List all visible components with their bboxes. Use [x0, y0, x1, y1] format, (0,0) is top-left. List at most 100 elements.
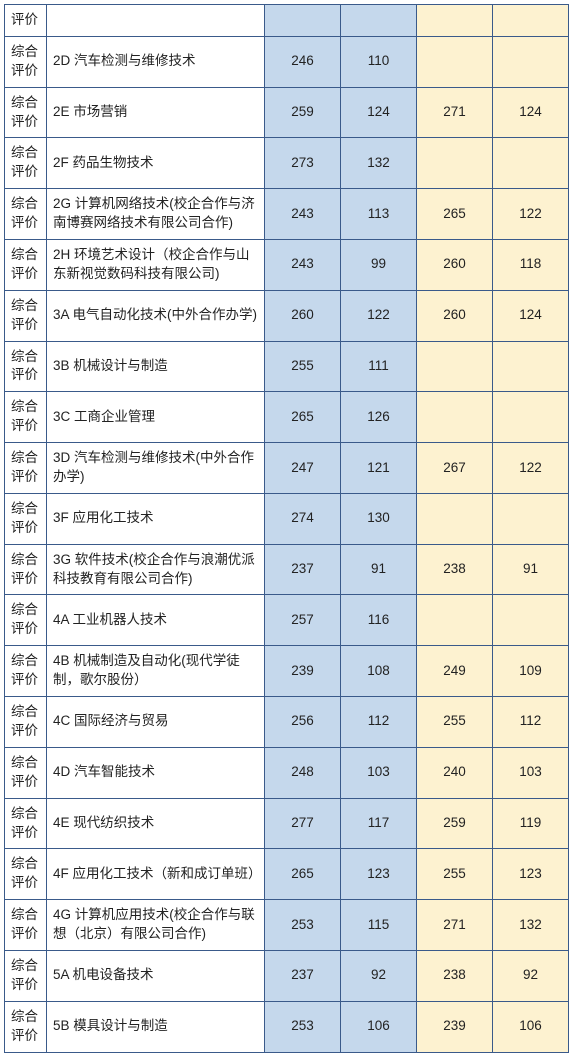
- cell-y2: [493, 36, 569, 87]
- cell-y1: 271: [417, 87, 493, 138]
- cell-b2: 108: [341, 646, 417, 697]
- cell-y1: 267: [417, 443, 493, 494]
- header-cell-b2: [341, 5, 417, 37]
- cell-category: 综合评价: [5, 595, 47, 646]
- cell-b2: 132: [341, 138, 417, 189]
- table-row: 综合评价4D 汽车智能技术248103240103: [5, 747, 569, 798]
- cell-category: 综合评价: [5, 341, 47, 392]
- cell-y1: [417, 595, 493, 646]
- cell-b2: 116: [341, 595, 417, 646]
- cell-y1: 259: [417, 798, 493, 849]
- cell-y2: [493, 595, 569, 646]
- cell-b1: 255: [265, 341, 341, 392]
- cell-y1: [417, 493, 493, 544]
- table-row: 综合评价4A 工业机器人技术257116: [5, 595, 569, 646]
- cell-b1: 273: [265, 138, 341, 189]
- cell-b2: 106: [341, 1001, 417, 1052]
- cell-name: 3F 应用化工技术: [47, 493, 265, 544]
- cell-b2: 124: [341, 87, 417, 138]
- cell-y1: [417, 138, 493, 189]
- table-row: 综合评价4E 现代纺织技术277117259119: [5, 798, 569, 849]
- cell-b2: 113: [341, 189, 417, 240]
- cell-y2: 91: [493, 544, 569, 595]
- cell-b2: 123: [341, 849, 417, 900]
- cell-b2: 126: [341, 392, 417, 443]
- table-row: 综合评价2E 市场营销259124271124: [5, 87, 569, 138]
- cell-category: 综合评价: [5, 138, 47, 189]
- cell-category: 综合评价: [5, 849, 47, 900]
- cell-b1: 253: [265, 900, 341, 951]
- cell-b1: 247: [265, 443, 341, 494]
- cell-category: 综合评价: [5, 290, 47, 341]
- header-cell-b1: [265, 5, 341, 37]
- cell-category: 综合评价: [5, 493, 47, 544]
- cell-y1: 271: [417, 900, 493, 951]
- cell-y1: 255: [417, 849, 493, 900]
- cell-y2: 112: [493, 697, 569, 748]
- cell-y2: 106: [493, 1001, 569, 1052]
- cell-name: 4B 机械制造及自动化(现代学徒制，歌尔股份）: [47, 646, 265, 697]
- cell-y2: 123: [493, 849, 569, 900]
- cell-category: 综合评价: [5, 646, 47, 697]
- table-row: 综合评价5B 模具设计与制造253106239106: [5, 1001, 569, 1052]
- cell-category: 综合评价: [5, 189, 47, 240]
- cell-name: 2D 汽车检测与维修技术: [47, 36, 265, 87]
- cell-b2: 111: [341, 341, 417, 392]
- cell-name: 2E 市场营销: [47, 87, 265, 138]
- cell-b1: 237: [265, 544, 341, 595]
- cell-name: 4F 应用化工技术（新和成订单班）: [47, 849, 265, 900]
- cell-category: 综合评价: [5, 87, 47, 138]
- cell-name: 4D 汽车智能技术: [47, 747, 265, 798]
- cell-y2: 92: [493, 950, 569, 1001]
- cell-category: 综合评价: [5, 747, 47, 798]
- cell-b1: 237: [265, 950, 341, 1001]
- cell-name: 3G 软件技术(校企合作与浪潮优派科技教育有限公司合作): [47, 544, 265, 595]
- cell-y1: 240: [417, 747, 493, 798]
- cell-y1: [417, 392, 493, 443]
- table-row: 综合评价4G 计算机应用技术(校企合作与联想（北京）有限公司合作)2531152…: [5, 900, 569, 951]
- cell-category: 综合评价: [5, 392, 47, 443]
- cell-name: 5B 模具设计与制造: [47, 1001, 265, 1052]
- header-cell-y2: [493, 5, 569, 37]
- table-row: 综合评价2G 计算机网络技术(校企合作与济南博赛网络技术有限公司合作)24311…: [5, 189, 569, 240]
- cell-category: 综合评价: [5, 697, 47, 748]
- cell-b2: 121: [341, 443, 417, 494]
- cell-b2: 103: [341, 747, 417, 798]
- table-row: 综合评价2D 汽车检测与维修技术246110: [5, 36, 569, 87]
- cell-y1: 260: [417, 240, 493, 291]
- cell-name: 4C 国际经济与贸易: [47, 697, 265, 748]
- cell-y2: [493, 138, 569, 189]
- score-table: 评价综合评价2D 汽车检测与维修技术246110综合评价2E 市场营销25912…: [4, 4, 569, 1053]
- table-row: 综合评价3G 软件技术(校企合作与浪潮优派科技教育有限公司合作)23791238…: [5, 544, 569, 595]
- cell-b1: 246: [265, 36, 341, 87]
- cell-category: 综合评价: [5, 900, 47, 951]
- cell-y2: 124: [493, 290, 569, 341]
- cell-y2: 122: [493, 443, 569, 494]
- cell-category: 综合评价: [5, 544, 47, 595]
- cell-y1: 249: [417, 646, 493, 697]
- cell-b1: 277: [265, 798, 341, 849]
- cell-name: 3A 电气自动化技术(中外合作办学): [47, 290, 265, 341]
- cell-b2: 130: [341, 493, 417, 544]
- cell-b1: 253: [265, 1001, 341, 1052]
- cell-name: 4E 现代纺织技术: [47, 798, 265, 849]
- table-row: 综合评价4B 机械制造及自动化(现代学徒制，歌尔股份）239108249109: [5, 646, 569, 697]
- cell-b1: 239: [265, 646, 341, 697]
- cell-y2: 124: [493, 87, 569, 138]
- table-row: 综合评价3C 工商企业管理265126: [5, 392, 569, 443]
- cell-y2: 119: [493, 798, 569, 849]
- table-row: 综合评价5A 机电设备技术2379223892: [5, 950, 569, 1001]
- cell-b1: 260: [265, 290, 341, 341]
- cell-category: 综合评价: [5, 1001, 47, 1052]
- cell-category: 综合评价: [5, 240, 47, 291]
- table-row: 综合评价3B 机械设计与制造255111: [5, 341, 569, 392]
- cell-y2: 103: [493, 747, 569, 798]
- header-cell-name: [47, 5, 265, 37]
- cell-b2: 115: [341, 900, 417, 951]
- table-row: 综合评价3D 汽车检测与维修技术(中外合作办学)247121267122: [5, 443, 569, 494]
- cell-category: 综合评价: [5, 798, 47, 849]
- table-row: 综合评价4F 应用化工技术（新和成订单班）265123255123: [5, 849, 569, 900]
- cell-b2: 112: [341, 697, 417, 748]
- cell-b1: 243: [265, 189, 341, 240]
- cell-b1: 265: [265, 849, 341, 900]
